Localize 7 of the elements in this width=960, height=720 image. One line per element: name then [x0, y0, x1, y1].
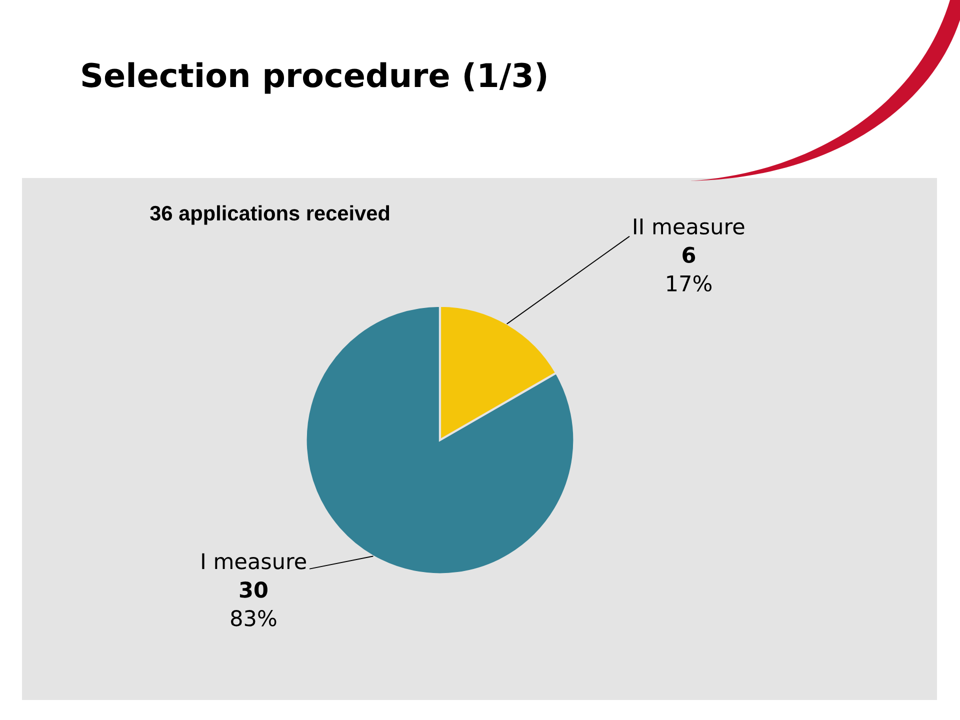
chart-title: Selection procedure (1/3)	[82, 62, 546, 94]
data-label: 30 83%	[231, 582, 276, 626]
slice-label: I measure	[202, 553, 306, 570]
chart-subtitle: 36 applications received	[150, 205, 390, 225]
slice-label: II measure	[634, 218, 744, 235]
data-label: 6 17%	[667, 246, 712, 292]
pie-slice	[304, 304, 576, 576]
